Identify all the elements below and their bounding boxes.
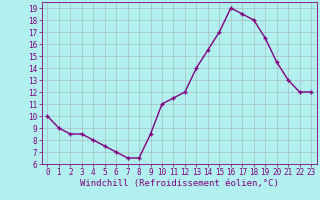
X-axis label: Windchill (Refroidissement éolien,°C): Windchill (Refroidissement éolien,°C) bbox=[80, 179, 279, 188]
